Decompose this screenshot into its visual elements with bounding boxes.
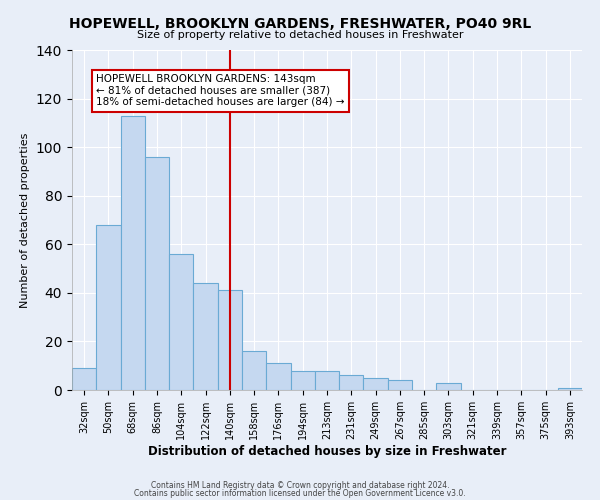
Y-axis label: Number of detached properties: Number of detached properties xyxy=(20,132,31,308)
Bar xyxy=(242,351,266,390)
Bar xyxy=(218,290,242,390)
Text: Contains HM Land Registry data © Crown copyright and database right 2024.: Contains HM Land Registry data © Crown c… xyxy=(151,480,449,490)
Bar xyxy=(266,364,290,390)
Bar xyxy=(315,370,339,390)
Bar xyxy=(193,283,218,390)
Text: Size of property relative to detached houses in Freshwater: Size of property relative to detached ho… xyxy=(137,30,463,40)
Bar xyxy=(72,368,96,390)
Bar xyxy=(339,376,364,390)
Bar xyxy=(558,388,582,390)
Bar xyxy=(364,378,388,390)
Bar xyxy=(145,157,169,390)
Text: HOPEWELL BROOKLYN GARDENS: 143sqm
← 81% of detached houses are smaller (387)
18%: HOPEWELL BROOKLYN GARDENS: 143sqm ← 81% … xyxy=(96,74,345,108)
Bar xyxy=(96,225,121,390)
Bar xyxy=(121,116,145,390)
Bar xyxy=(436,382,461,390)
Text: Contains public sector information licensed under the Open Government Licence v3: Contains public sector information licen… xyxy=(134,489,466,498)
Bar xyxy=(388,380,412,390)
Bar xyxy=(290,370,315,390)
Bar xyxy=(169,254,193,390)
Text: HOPEWELL, BROOKLYN GARDENS, FRESHWATER, PO40 9RL: HOPEWELL, BROOKLYN GARDENS, FRESHWATER, … xyxy=(69,18,531,32)
X-axis label: Distribution of detached houses by size in Freshwater: Distribution of detached houses by size … xyxy=(148,444,506,458)
